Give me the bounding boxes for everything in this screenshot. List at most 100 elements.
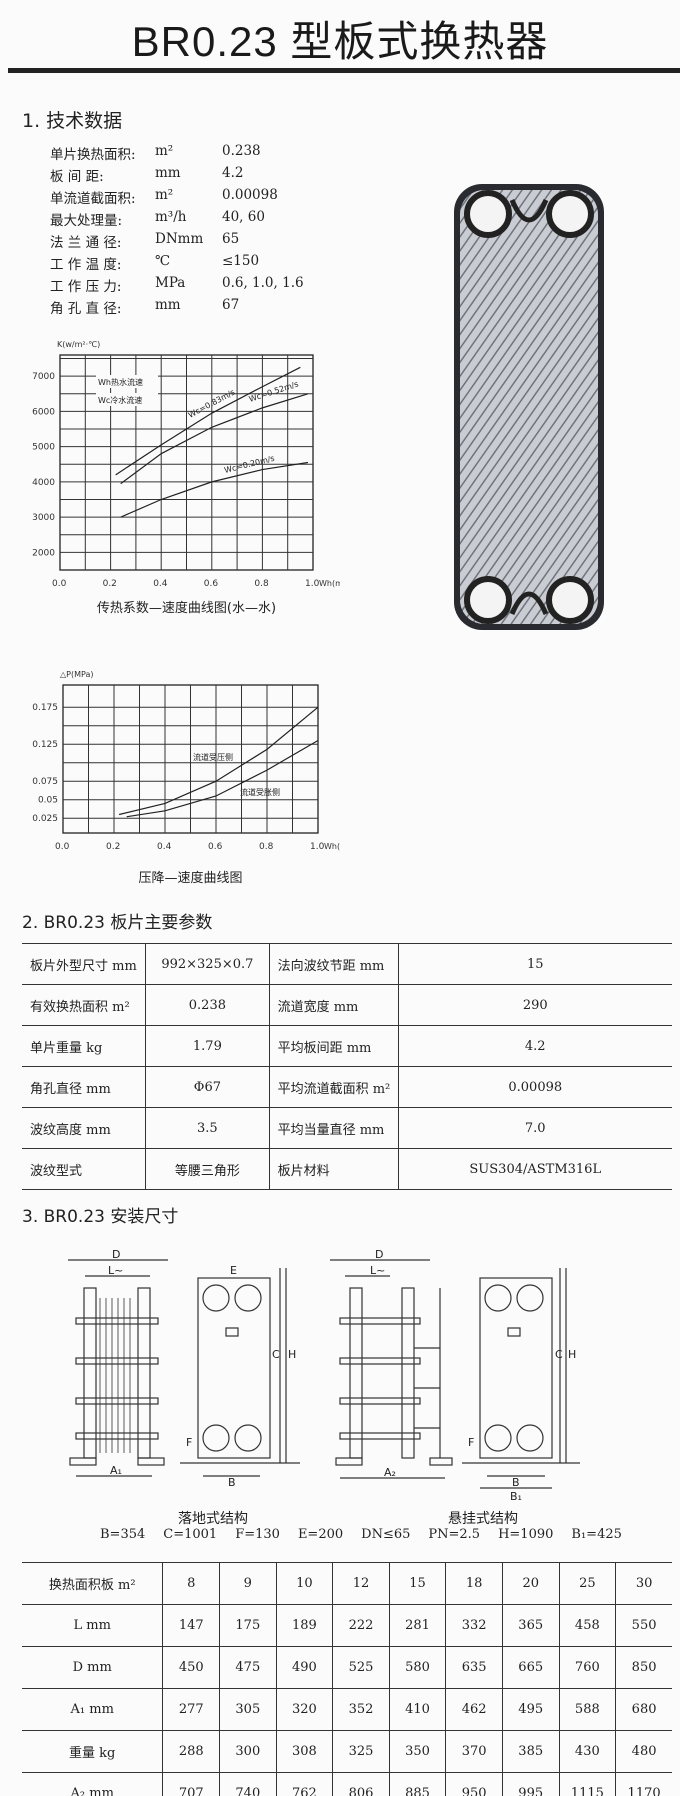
cell: 588 bbox=[558, 1688, 616, 1731]
spec-label: 单流道截面积: bbox=[50, 191, 136, 207]
spec-unit: mm bbox=[155, 297, 181, 313]
section2-heading: 2. BR0.23 板片主要参数 bbox=[22, 913, 213, 933]
param-name: 平均当量直径 mm bbox=[268, 1107, 399, 1149]
spec-label: 最大处理量: bbox=[50, 213, 123, 229]
cell: 430 bbox=[558, 1730, 616, 1773]
section3-heading: 3. BR0.23 安装尺寸 bbox=[22, 1207, 179, 1227]
cell: 30 bbox=[615, 1562, 672, 1605]
title-rule bbox=[8, 68, 680, 73]
y-axis-label: K(w/m²·℃) bbox=[57, 340, 100, 349]
cell: 806 bbox=[332, 1772, 390, 1796]
y-tick-label: 0.075 bbox=[32, 777, 58, 787]
spec-value: 0.00098 bbox=[222, 187, 278, 203]
plate-params-table: 板片外型尺寸 mm 992×325×0.7 法向波纹节距 mm 15 有效换热面积 m²… bbox=[22, 943, 672, 1190]
cell: 635 bbox=[445, 1646, 503, 1689]
install-params: B=354 C=1001 F=130 E=200 DN≤65 PN=2.5 H=1090 B₁… bbox=[100, 1527, 640, 1542]
param-value: 1.79 bbox=[145, 1025, 270, 1067]
cell: 580 bbox=[388, 1646, 446, 1689]
x-tick-label: 0.8 bbox=[254, 579, 269, 589]
cell: 288 bbox=[162, 1730, 220, 1773]
spec-value: 40, 60 bbox=[222, 209, 265, 225]
install-param: B=354 bbox=[100, 1527, 146, 1542]
x-tick-label: 0.2 bbox=[103, 579, 117, 589]
y-tick-label: 0.025 bbox=[32, 814, 58, 824]
hang-caption: 悬挂式结构 bbox=[448, 1511, 518, 1527]
spec-unit: mm bbox=[155, 165, 181, 181]
table-row: A₂ mm 707 740 762 806 885 950 995 1115 1170 bbox=[22, 1772, 672, 1796]
heat-transfer-chart: 0.0 0.2 0.4 0.6 0.8 1.0 2000 3000 4000 5000 6000 70… bbox=[32, 340, 340, 616]
param-value: 0.00098 bbox=[397, 1066, 672, 1108]
cell: 222 bbox=[332, 1604, 390, 1647]
dim-label-b: B bbox=[228, 1476, 236, 1489]
table-row: A₁ mm 277 305 320 352 410 462 495 588 680 bbox=[22, 1688, 672, 1731]
series-label: 流道受胀侧 bbox=[240, 787, 280, 797]
cell: 490 bbox=[275, 1646, 333, 1689]
x-tick-label: 0.8 bbox=[259, 842, 274, 852]
cell: 281 bbox=[388, 1604, 446, 1647]
cell: 352 bbox=[332, 1688, 390, 1731]
cell: 12 bbox=[332, 1562, 390, 1605]
series-line bbox=[120, 393, 309, 485]
cell: 308 bbox=[275, 1730, 333, 1773]
cell: 10 bbox=[275, 1562, 333, 1605]
spec-unit: m² bbox=[155, 187, 174, 203]
spec-value: 0.238 bbox=[222, 143, 261, 159]
y-tick-label: 7000 bbox=[32, 372, 55, 382]
y-tick-label: 0.175 bbox=[32, 703, 58, 713]
series-line bbox=[118, 706, 319, 816]
y-tick-label: 2000 bbox=[32, 548, 55, 558]
param-value: 4.2 bbox=[397, 1025, 672, 1067]
cell: 450 bbox=[162, 1646, 220, 1689]
dim-label-f: F bbox=[186, 1436, 192, 1449]
series-label: Wc=0.52m/s bbox=[248, 379, 300, 403]
param-value: Φ67 bbox=[145, 1066, 270, 1108]
spec-unit: m² bbox=[155, 143, 174, 159]
param-name: 平均板间距 mm bbox=[268, 1025, 399, 1067]
table-row: 波纹型式 等腰三角形 板片材料 SUS304/ASTM316L bbox=[22, 1148, 672, 1190]
param-value: 等腰三角形 bbox=[145, 1148, 270, 1190]
install-param: PN=2.5 bbox=[428, 1527, 481, 1542]
x-tick-label: 0.6 bbox=[204, 579, 219, 589]
series-label: 流道受压侧 bbox=[193, 752, 233, 762]
dim-label-l: L~ bbox=[108, 1264, 123, 1277]
y-tick-label: 0.125 bbox=[32, 740, 58, 750]
row-label: D mm bbox=[22, 1646, 163, 1689]
cell: 995 bbox=[501, 1772, 559, 1796]
param-name: 单片重量 kg bbox=[22, 1025, 146, 1067]
param-name: 板片材料 bbox=[268, 1148, 399, 1190]
spec-label: 工 作 温 度: bbox=[50, 257, 122, 273]
dim-label-a2: A₂ bbox=[384, 1466, 396, 1479]
y-tick-label: 3000 bbox=[32, 513, 55, 523]
x-tick-label: 0.6 bbox=[208, 842, 223, 852]
dim-label-d: D bbox=[112, 1248, 120, 1261]
legend-bg bbox=[96, 375, 158, 388]
spec-unit: DNmm bbox=[155, 231, 204, 247]
cell: 707 bbox=[162, 1772, 220, 1796]
series-line bbox=[126, 739, 319, 818]
spec-label: 板 间 距: bbox=[50, 169, 104, 185]
cell: 18 bbox=[445, 1562, 503, 1605]
dim-label-a1: A₁ bbox=[110, 1464, 122, 1477]
cell: 850 bbox=[615, 1646, 672, 1689]
x-tick-label: 1.0 bbox=[305, 579, 320, 589]
cell: 277 bbox=[162, 1688, 220, 1731]
cell: 760 bbox=[558, 1646, 616, 1689]
param-name: 板片外型尺寸 mm bbox=[22, 943, 146, 985]
table-row: 重量 kg 288 300 308 325 350 370 385 430 480 bbox=[22, 1730, 672, 1773]
cell: 665 bbox=[501, 1646, 559, 1689]
dim-label-h-hang: H bbox=[568, 1348, 576, 1361]
table-row: D mm 450 475 490 525 580 635 665 760 850 bbox=[22, 1646, 672, 1689]
x-tick-label: 0.0 bbox=[52, 579, 67, 589]
cell: 495 bbox=[501, 1688, 559, 1731]
x-tick-label: 0.4 bbox=[157, 842, 172, 852]
cell: 385 bbox=[501, 1730, 559, 1773]
series-line bbox=[115, 366, 301, 476]
install-param: DN≤65 bbox=[361, 1527, 411, 1542]
install-param: B₁=425 bbox=[571, 1527, 622, 1542]
install-param: E=200 bbox=[297, 1527, 344, 1542]
legend-bg bbox=[96, 393, 158, 406]
series-label: Wc=0.20m/s bbox=[223, 454, 275, 475]
table-row: 角孔直径 mm Φ67 平均流道截面积 m² 0.00098 bbox=[22, 1066, 672, 1108]
x-axis-label: Wh(m/s) bbox=[324, 842, 340, 851]
